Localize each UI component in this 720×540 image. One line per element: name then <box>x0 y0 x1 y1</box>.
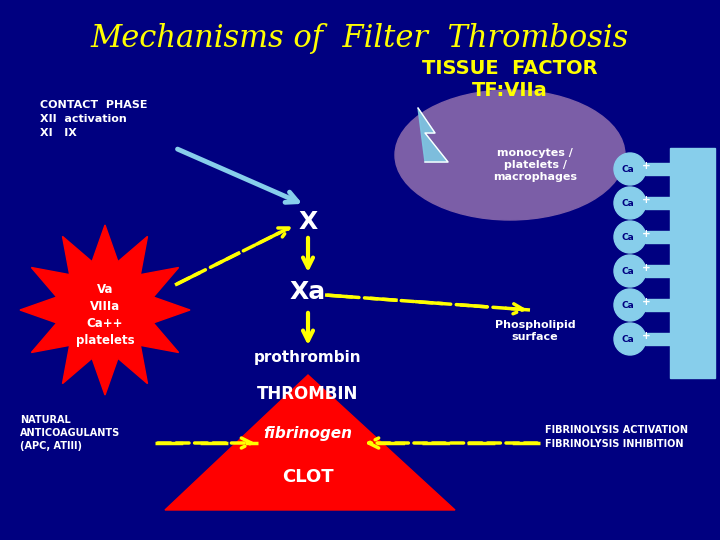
Circle shape <box>614 323 646 355</box>
Bar <box>645 197 673 209</box>
Text: Ca: Ca <box>621 301 634 310</box>
Text: Ca: Ca <box>621 267 634 276</box>
Text: Ca: Ca <box>621 165 634 174</box>
Ellipse shape <box>395 90 625 220</box>
Text: TISSUE  FACTOR
TF:VIIa: TISSUE FACTOR TF:VIIa <box>422 59 598 100</box>
Text: prothrombin: prothrombin <box>254 350 362 365</box>
Text: Ca: Ca <box>621 233 634 242</box>
Polygon shape <box>20 225 190 395</box>
Text: Ca: Ca <box>621 335 634 345</box>
Text: fibrinogen: fibrinogen <box>264 426 353 441</box>
Polygon shape <box>418 108 448 162</box>
Text: Xa: Xa <box>290 280 326 304</box>
Text: FIBRINOLYSIS ACTIVATION
FIBRINOLYSIS INHIBITION: FIBRINOLYSIS ACTIVATION FIBRINOLYSIS INH… <box>545 425 688 449</box>
Bar <box>645 265 673 277</box>
Text: +: + <box>642 263 651 273</box>
Circle shape <box>614 289 646 321</box>
Text: monocytes /
platelets /
macrophages: monocytes / platelets / macrophages <box>493 147 577 183</box>
Text: +: + <box>642 229 651 239</box>
Circle shape <box>614 221 646 253</box>
Bar <box>670 148 715 378</box>
Text: X: X <box>298 210 318 234</box>
Polygon shape <box>165 375 455 510</box>
Text: THROMBIN: THROMBIN <box>257 385 359 403</box>
Circle shape <box>614 255 646 287</box>
Text: Ca: Ca <box>621 199 634 208</box>
Text: +: + <box>642 195 651 205</box>
Bar <box>645 231 673 243</box>
Text: Phospholipid
surface: Phospholipid surface <box>495 320 575 342</box>
Text: CONTACT  PHASE
XII  activation
XI   IX: CONTACT PHASE XII activation XI IX <box>40 100 148 138</box>
Circle shape <box>614 153 646 185</box>
Bar <box>645 299 673 311</box>
Text: CLOT: CLOT <box>282 468 334 486</box>
Text: NATURAL
ANTICOAGULANTS
(APC, ATIII): NATURAL ANTICOAGULANTS (APC, ATIII) <box>20 415 120 451</box>
Text: Mechanisms of  Filter  Thrombosis: Mechanisms of Filter Thrombosis <box>91 23 629 53</box>
Bar <box>645 163 673 175</box>
Text: +: + <box>642 161 651 171</box>
Circle shape <box>614 187 646 219</box>
Text: Va
VIIIa
Ca++
platelets: Va VIIIa Ca++ platelets <box>76 283 135 347</box>
Text: +: + <box>642 331 651 341</box>
Bar <box>645 333 673 345</box>
Text: +: + <box>642 297 651 307</box>
